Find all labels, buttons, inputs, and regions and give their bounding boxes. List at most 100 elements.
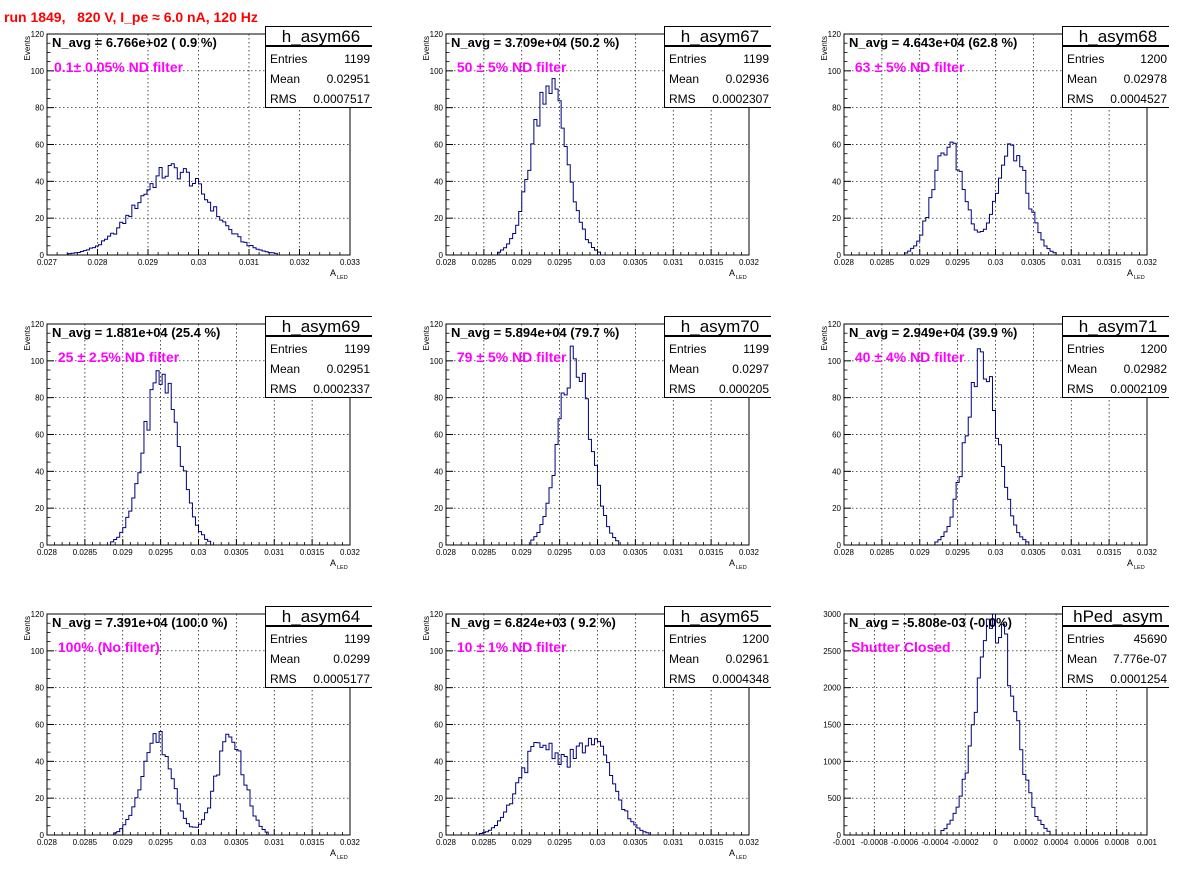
x-tick-label: 0.0295 — [148, 838, 173, 847]
y-tick-label: 80 — [35, 394, 44, 403]
histogram-panel: 0.028 0.0285 0.029 0.0295 0.03 0.0305 0.031 0.0… — [399, 26, 771, 288]
x-tick-label: 0.0305 — [1021, 548, 1046, 557]
histogram-panel: 0.028 0.0285 0.029 0.0295 0.03 0.0305 0.031 0.0… — [399, 316, 771, 578]
navg-label: N_avg = 5.894e+04 (79.7 %) — [451, 325, 620, 340]
x-tick-label: 0.031 — [1061, 548, 1082, 557]
y-tick-label: 0 — [40, 251, 45, 260]
x-tick-label: 0.028 — [37, 838, 58, 847]
stats-row-value: 1199 — [344, 342, 370, 356]
x-tick-label: 0.03 — [590, 258, 606, 267]
y-tick-label: 500 — [828, 794, 842, 803]
x-axis-label: A — [729, 558, 735, 568]
stats-row-label: RMS — [1067, 92, 1094, 106]
x-tick-label: 0.0285 — [870, 258, 895, 267]
y-tick-label: 100 — [430, 647, 444, 656]
y-axis-label: Events — [422, 36, 431, 60]
y-tick-label: 120 — [828, 320, 842, 329]
x-tick-label: 0.032 — [739, 258, 760, 267]
filter-label: 100% (No filter) — [54, 639, 160, 655]
stats-row-label: Entries — [669, 632, 707, 646]
y-tick-label: 40 — [434, 757, 443, 766]
x-tick-label: 0.032 — [289, 258, 310, 267]
y-tick-label: 60 — [35, 721, 44, 730]
x-tick-label: 0.0295 — [945, 258, 970, 267]
stats-box-title: h_asym64 — [265, 606, 372, 626]
x-tick-label: 0.0315 — [300, 548, 325, 557]
y-tick-label: 80 — [35, 104, 44, 113]
x-tick-label: 0.028 — [37, 548, 58, 557]
x-axis-label-subscript: LED — [1134, 275, 1145, 281]
stats-row-label: Mean — [1067, 652, 1098, 666]
navg-label: N_avg = 3.709e+04 (50.2 %) — [451, 35, 620, 50]
filter-label: 25 ± 2.5% ND filter — [54, 349, 180, 365]
stats-row: Entries 1199 — [669, 50, 769, 68]
navg-label: N_avg = 4.643e+04 (62.8 %) — [849, 35, 1018, 50]
y-tick-label: 60 — [35, 141, 44, 150]
x-tick-label: 0.032 — [739, 838, 760, 847]
y-tick-label: 120 — [430, 610, 444, 619]
y-tick-label: 120 — [31, 320, 45, 329]
x-axis-label-subscript: LED — [736, 565, 747, 571]
x-axis-label: A — [330, 268, 336, 278]
x-tick-label: 0.0295 — [547, 548, 572, 557]
stats-row-label: Entries — [669, 342, 707, 356]
filter-label: 63 ± 5% ND filter — [851, 59, 965, 75]
stats-row-value: 45690 — [1133, 632, 1167, 646]
x-tick-label: 0 — [993, 838, 998, 847]
histogram-panel: 0.028 0.0285 0.029 0.0295 0.03 0.0305 0.031 0.0… — [0, 606, 372, 868]
stats-row: Entries 1199 — [270, 340, 370, 358]
x-tick-label: 0.0285 — [73, 838, 98, 847]
stats-row: RMS 0.0007517 — [270, 90, 370, 108]
x-tick-label: 0.0004 — [1044, 838, 1069, 847]
x-tick-label: 0.028 — [834, 258, 855, 267]
y-tick-label: 60 — [832, 141, 841, 150]
x-tick-label: 0.029 — [910, 258, 931, 267]
filter-label: 50 ± 5% ND filter — [453, 59, 567, 75]
y-tick-label: 0 — [40, 831, 45, 840]
stats-row-value: 0.02978 — [1123, 72, 1167, 86]
y-tick-label: 120 — [31, 610, 45, 619]
stats-row: Entries 1199 — [669, 340, 769, 358]
stats-row-label: Entries — [1067, 342, 1105, 356]
x-tick-label: 0.031 — [663, 258, 684, 267]
x-tick-label: 0.028 — [436, 838, 457, 847]
stats-row-value: 0.0005177 — [313, 672, 370, 686]
stats-row-label: Entries — [1067, 52, 1105, 66]
stats-row: Entries 1199 — [270, 630, 370, 648]
y-tick-label: 40 — [434, 467, 443, 476]
y-tick-label: 20 — [832, 504, 841, 513]
y-tick-label: 120 — [828, 30, 842, 39]
filter-label: 0.1± 0.05% ND filter — [54, 59, 184, 75]
x-tick-label: 0.029 — [113, 838, 134, 847]
stats-row-label: Entries — [669, 52, 707, 66]
stats-row-value: 0.02982 — [1123, 362, 1167, 376]
stats-row: Mean 0.02961 — [669, 650, 769, 668]
stats-row-label: RMS — [669, 92, 696, 106]
x-tick-label: 0.0315 — [699, 838, 724, 847]
y-tick-label: 40 — [35, 757, 44, 766]
y-tick-label: 80 — [832, 394, 841, 403]
stats-row-label: RMS — [270, 672, 297, 686]
filter-label: 79 ± 5% ND filter — [453, 349, 567, 365]
stats-row: Mean 0.02951 — [270, 360, 370, 378]
y-tick-label: 20 — [434, 504, 443, 513]
x-tick-label: 0.0002 — [1014, 838, 1039, 847]
filter-label: Shutter Closed — [851, 639, 951, 655]
stats-row-value: 0.02951 — [326, 362, 370, 376]
run-title: run 1849, 820 V, I_pe ≈ 6.0 nA, 120 Hz — [4, 9, 258, 25]
stats-row: RMS 0.000205 — [669, 380, 769, 398]
x-axis-label: A — [1127, 268, 1133, 278]
stats-box-title: h_asym67 — [664, 26, 771, 46]
stats-row-value: 1199 — [743, 342, 769, 356]
stats-row: Mean 0.02978 — [1067, 70, 1167, 88]
stats-row: RMS 0.0005177 — [270, 670, 370, 688]
y-axis-label: Events — [422, 616, 431, 640]
x-axis-label-subscript: LED — [337, 565, 348, 571]
stats-row-label: RMS — [669, 382, 696, 396]
y-tick-label: 100 — [31, 67, 45, 76]
x-tick-label: 0.031 — [264, 548, 285, 557]
x-tick-label: 0.0305 — [623, 258, 648, 267]
histogram-panel: 0.028 0.0285 0.029 0.0295 0.03 0.0305 0.031 0.0… — [0, 316, 372, 578]
y-tick-label: 1000 — [823, 757, 841, 766]
